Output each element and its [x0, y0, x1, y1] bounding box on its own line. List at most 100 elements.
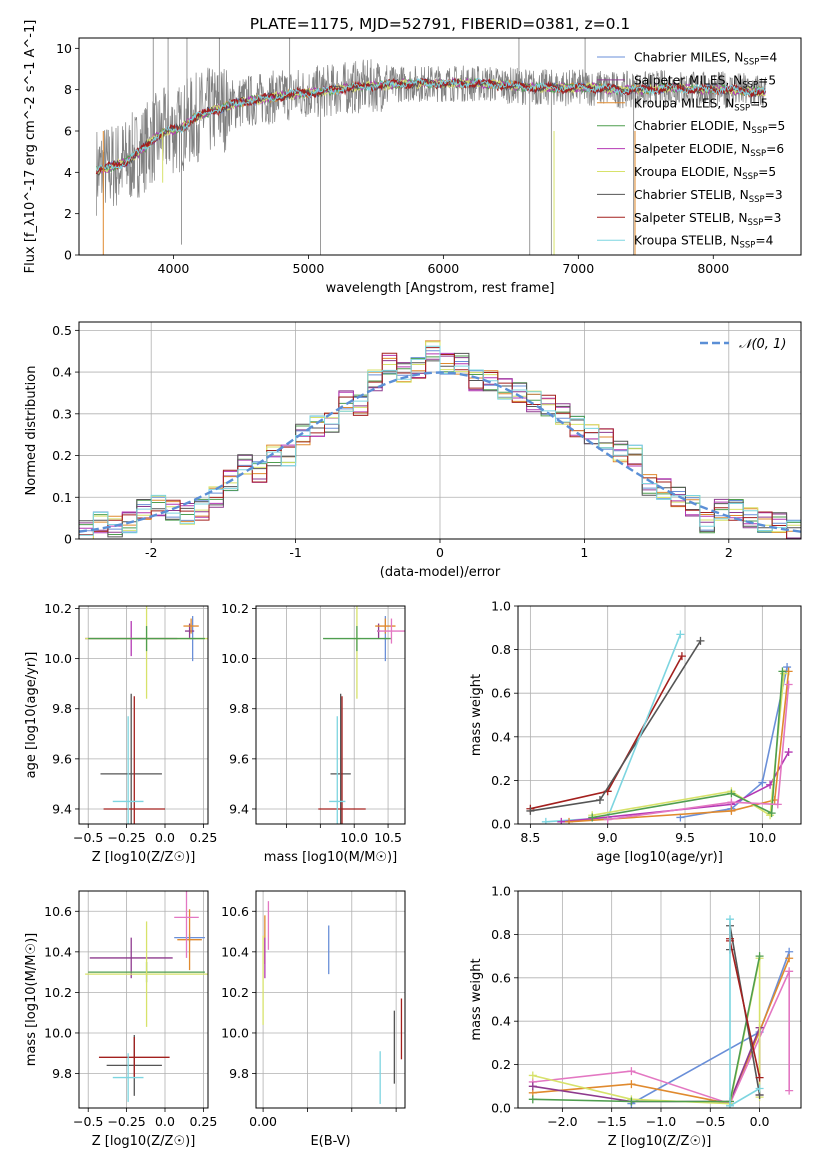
spectrum-panel: 4000 5000 6000 7000 8000 0 2 4 6 8 10 wavelength [A…	[23, 20, 802, 296]
legend-subscript: SSP	[740, 241, 756, 251]
legend-nssp: =5	[750, 96, 768, 110]
mass-vs-metallicity-panel-plot-area	[85, 891, 208, 1102]
legend-entry: Kroupa MILES, NSSP=5	[634, 96, 768, 113]
weight-point	[541, 817, 550, 824]
legend-nssp: =6	[766, 142, 784, 156]
y-axis-label: age [log10(age/yr)]	[24, 652, 39, 779]
y-axis-label: Normed distribution	[24, 366, 39, 496]
age-vs-mass-panel-plot-area	[318, 606, 405, 824]
y-tick-label: 10.0	[221, 651, 249, 666]
x-axis-label: Z [log10(Z/Z☉)]	[92, 850, 196, 865]
x-tick-label: −2.0	[547, 1114, 577, 1129]
y-tick-label: 2	[64, 206, 72, 221]
x-tick-label: 0	[436, 545, 444, 560]
weight-point	[588, 813, 597, 822]
weight-point	[727, 798, 736, 807]
y-tick-label: 10.6	[44, 904, 72, 919]
weight-point	[758, 778, 767, 787]
x-tick-label: -1	[289, 545, 301, 560]
weight-point	[778, 667, 787, 676]
legend-nssp: =5	[758, 165, 776, 179]
x-tick-label: −1.0	[646, 1114, 676, 1129]
weight-point	[755, 952, 764, 961]
weight-point	[528, 1071, 537, 1080]
x-tick-label: 0.00	[249, 1114, 277, 1129]
y-tick-label: 9.8	[229, 701, 249, 716]
weight-point	[627, 1067, 636, 1076]
x-tick-label: 0.0	[750, 1114, 770, 1129]
y-tick-label: 10	[56, 41, 72, 56]
x-tick-label: 8000	[697, 261, 729, 276]
y-tick-label: 9.8	[229, 1066, 249, 1081]
weight-point	[755, 1084, 764, 1093]
x-tick-label: 0.25	[189, 830, 217, 845]
legend-entry: 𝒩(0, 1)	[739, 337, 786, 352]
weight-point	[784, 748, 793, 757]
weight-line-4	[561, 751, 790, 823]
weight-point	[557, 817, 566, 824]
weight-point	[526, 806, 535, 815]
axes-frame	[517, 890, 802, 1109]
x-tick-label: 8.5	[520, 830, 540, 845]
y-tick-label: 10.0	[44, 651, 72, 666]
legend-nssp: =5	[767, 119, 785, 133]
y-tick-label: 10.2	[44, 601, 72, 616]
legend-series-name: Kroupa STELIB, N	[634, 234, 740, 248]
residual-plot-area	[79, 340, 801, 539]
legend-series-name: Kroupa ELODIE, N	[634, 165, 742, 179]
legend-subscript: SSP	[751, 126, 767, 136]
legend-entry: Salpeter ELODIE, NSSP=6	[634, 142, 784, 159]
weight-vs-metallicity-panel-plot-area	[528, 915, 794, 1108]
weight-point	[528, 1082, 537, 1091]
legend-subscript: SSP	[742, 80, 758, 90]
weight-point	[785, 954, 794, 963]
y-tick-label: 0.2	[491, 773, 511, 788]
y-tick-label: 1.0	[491, 599, 511, 614]
x-axis-label: mass [log10(M/M☉)]	[264, 850, 397, 865]
y-tick-label: 0.0	[491, 817, 511, 832]
weight-vs-metallicity-panel: −2.0 −1.5 −1.0 −0.5 0.0 0.0 0.2 0.4 0.6 0.8 1.0 Z […	[469, 884, 802, 1149]
normal-reference-curve	[79, 371, 801, 533]
x-tick-label: 2	[725, 545, 733, 560]
y-axis-label: mass [log10(M/M☉)]	[24, 933, 39, 1066]
legend-entry: Chabrier STELIB, NSSP=3	[634, 188, 783, 205]
legend-subscript: SSP	[747, 218, 763, 228]
y-tick-label: 10.6	[221, 904, 249, 919]
x-tick-label: 7000	[562, 261, 594, 276]
y-tick-label: 0.6	[491, 970, 511, 985]
y-tick-label: 0.3	[52, 406, 72, 421]
x-axis-label: age [log10(age/yr)]	[596, 850, 723, 865]
y-tick-label: 10.2	[44, 985, 72, 1000]
legend-nssp: =4	[759, 51, 777, 65]
weight-point	[785, 967, 794, 976]
weight-point	[565, 817, 574, 824]
weight-line-8	[607, 684, 790, 821]
weight-point	[595, 796, 604, 805]
y-axis-label: mass weight	[469, 674, 484, 756]
weight-vs-age-panel-plot-area	[526, 630, 793, 824]
y-tick-label: 0.4	[491, 729, 511, 744]
spectrum-plot-area	[95, 38, 767, 255]
weight-point	[783, 663, 792, 672]
y-tick-label: 0.8	[491, 642, 511, 657]
y-tick-label: 9.6	[52, 751, 72, 766]
x-tick-label: -2	[145, 545, 157, 560]
x-tick-label: −0.5	[695, 1114, 725, 1129]
weight-point	[696, 636, 705, 645]
weight-point	[627, 1097, 636, 1106]
y-tick-label: 10.4	[221, 944, 249, 959]
axes-frame	[255, 890, 406, 1109]
x-axis-label: Z [log10(Z/Z☉)]	[92, 1134, 196, 1149]
y-tick-label: 9.8	[52, 701, 72, 716]
weight-point	[677, 652, 686, 661]
x-tick-label: 9.5	[675, 830, 695, 845]
x-tick-label: 9.0	[598, 830, 618, 845]
age-vs-metallicity-panel-plot-area	[85, 606, 208, 824]
y-tick-label: 6	[64, 124, 72, 139]
x-axis-label: (data-model)/error	[380, 565, 501, 580]
x-tick-label: 0.25	[189, 1114, 217, 1129]
legend-series-name: Chabrier ELODIE, N	[634, 119, 751, 133]
y-tick-label: 0.5	[52, 323, 72, 338]
